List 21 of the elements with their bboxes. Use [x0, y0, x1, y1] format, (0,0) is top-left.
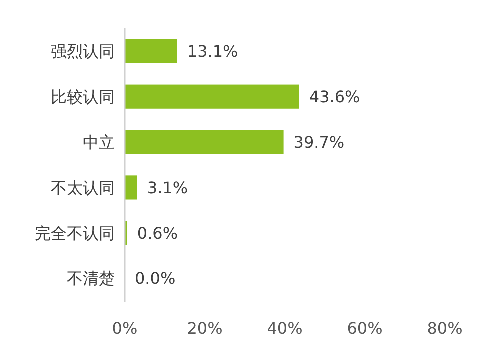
- x-tick-label: 60%: [347, 319, 383, 338]
- data-label: 39.7%: [294, 132, 345, 152]
- y-tick-label: 强烈认同: [51, 42, 115, 61]
- bar: [125, 176, 138, 200]
- bar: [125, 130, 284, 154]
- data-label: 0.0%: [135, 269, 176, 288]
- x-tick-label: 80%: [427, 319, 463, 338]
- y-tick-label: 不清楚: [67, 269, 115, 288]
- data-label: 3.1%: [147, 178, 188, 198]
- y-tick-label: 中立: [83, 132, 115, 152]
- data-label: 43.6%: [309, 87, 360, 106]
- bar: [125, 39, 178, 64]
- y-tick-label: 比较认同: [51, 87, 115, 106]
- data-label: 13.1%: [187, 42, 238, 61]
- x-tick-label: 20%: [187, 319, 223, 338]
- x-tick-label: 40%: [267, 319, 303, 338]
- y-tick-label: 完全不认同: [35, 224, 115, 243]
- bar: [125, 84, 300, 109]
- x-tick-label: 0%: [112, 319, 138, 338]
- data-label: 0.6%: [137, 224, 178, 243]
- y-tick-label: 不太认同: [51, 178, 115, 198]
